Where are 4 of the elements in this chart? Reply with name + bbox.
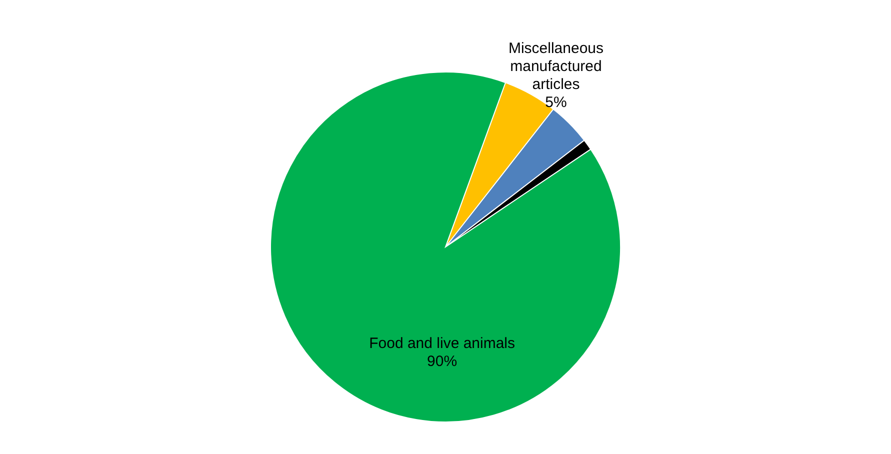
slice-label: Food and live animals (369, 335, 516, 352)
slice-label: Miscellaneous manufactured articles (508, 40, 604, 94)
data-label: 5% (545, 94, 567, 112)
data-label: 90% (427, 353, 458, 370)
